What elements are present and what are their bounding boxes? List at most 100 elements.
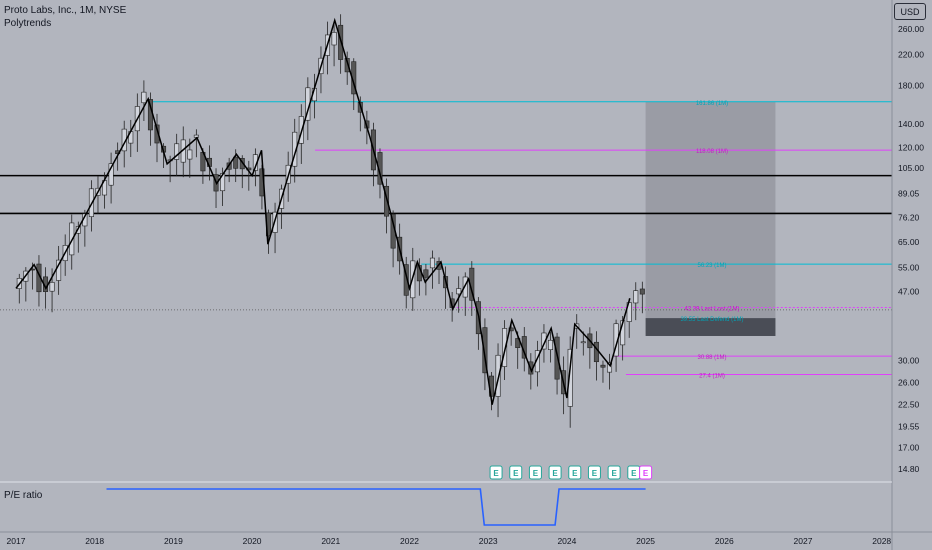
price-axis-bg bbox=[892, 0, 932, 550]
pe-ratio-panel: 2,000.0000.000-50.000 bbox=[106, 480, 929, 532]
earnings-marker: E bbox=[493, 469, 499, 478]
x-tick-label: 2022 bbox=[400, 536, 419, 546]
loss-zone bbox=[645, 318, 776, 336]
candle bbox=[36, 255, 42, 307]
candle bbox=[16, 273, 22, 304]
polytrend-zigzag bbox=[15, 17, 631, 405]
earnings-marker-bg bbox=[639, 465, 653, 480]
candle-body bbox=[141, 91, 147, 104]
earnings-marker-bg bbox=[607, 465, 621, 480]
position-box bbox=[645, 101, 776, 336]
x-tick-label: 2028 bbox=[872, 536, 891, 546]
earnings-marker-bg bbox=[568, 465, 582, 480]
earnings-marker: E bbox=[513, 469, 519, 478]
x-tick-label: 2021 bbox=[321, 536, 340, 546]
candle-body bbox=[607, 362, 613, 373]
currency-button[interactable]: USD bbox=[894, 3, 926, 20]
candle bbox=[187, 138, 193, 178]
candle bbox=[639, 281, 645, 314]
candle-body bbox=[187, 149, 193, 160]
fib-level-label: 161.86 (1M) bbox=[696, 101, 728, 107]
candle-body bbox=[384, 185, 390, 217]
candle bbox=[23, 267, 29, 302]
candle-body bbox=[403, 264, 409, 296]
candle bbox=[384, 178, 390, 234]
candle-body bbox=[429, 257, 435, 269]
candles bbox=[16, 14, 645, 428]
candle-body bbox=[423, 269, 429, 278]
earnings-marker-bg bbox=[528, 465, 542, 480]
candle bbox=[580, 331, 586, 356]
y-tick-label: 17.00 bbox=[898, 443, 920, 453]
candle bbox=[554, 332, 560, 395]
y-tick-label: 19.55 bbox=[898, 421, 920, 431]
x-tick-label: 2019 bbox=[164, 536, 183, 546]
candle-body bbox=[593, 341, 599, 363]
earnings-marker-bg bbox=[509, 465, 523, 480]
candle bbox=[574, 314, 580, 349]
candle bbox=[456, 276, 462, 313]
fib-level-label: 42.39 Last Lost (1M) bbox=[684, 306, 739, 312]
symbol-title: Proto Labs, Inc., 1M, NYSE bbox=[4, 5, 127, 16]
y-tick-label: 76.20 bbox=[898, 212, 920, 222]
chart-legend: Proto Labs, Inc., 1M, NYSE Polytrends bbox=[4, 4, 126, 30]
candle-body bbox=[193, 134, 199, 138]
y-tick-label: 26.00 bbox=[898, 377, 920, 387]
defend-label: 39.55 Last Defend (1M) bbox=[680, 317, 743, 323]
y-tick-label: 140.00 bbox=[898, 119, 924, 129]
candle bbox=[56, 245, 62, 295]
y-tick-label: 14.80 bbox=[898, 464, 920, 474]
x-tick-label: 2027 bbox=[794, 536, 813, 546]
candle-body bbox=[633, 290, 639, 304]
candle-body bbox=[502, 328, 508, 367]
candle-body bbox=[580, 341, 586, 344]
x-tick-label: 2020 bbox=[243, 536, 262, 546]
candle-body bbox=[331, 32, 337, 46]
candle bbox=[607, 353, 613, 390]
x-tick-label: 2025 bbox=[636, 536, 655, 546]
x-tick-label: 2017 bbox=[7, 536, 26, 546]
candle bbox=[213, 168, 219, 209]
candle bbox=[108, 152, 114, 204]
candle-body bbox=[108, 163, 114, 186]
candle-body bbox=[639, 288, 645, 295]
earnings-marker-bg bbox=[489, 465, 503, 480]
earnings-marker-bg bbox=[587, 465, 601, 480]
candle-body bbox=[600, 364, 606, 368]
candle-body bbox=[554, 336, 560, 380]
y-tick-label: 89.05 bbox=[898, 188, 920, 198]
earnings-marker: E bbox=[611, 469, 617, 478]
candle bbox=[593, 331, 599, 381]
y-tick-label: 260.00 bbox=[898, 24, 924, 34]
candle-body bbox=[239, 158, 245, 170]
pe-ratio-label: P/E ratio bbox=[4, 490, 43, 501]
candle-body bbox=[174, 143, 180, 160]
earnings-marker: E bbox=[552, 469, 558, 478]
candle bbox=[403, 256, 409, 309]
candle-body bbox=[344, 58, 350, 73]
earnings-marker: E bbox=[572, 469, 578, 478]
y-tick-label: 120.00 bbox=[898, 143, 924, 153]
y-tick-label: 65.00 bbox=[898, 237, 920, 247]
candle bbox=[423, 264, 429, 296]
candle bbox=[331, 23, 337, 67]
candle bbox=[141, 80, 147, 122]
candle bbox=[193, 129, 199, 158]
y-tick-label: 22.50 bbox=[898, 400, 920, 410]
candle bbox=[128, 119, 134, 158]
candle-body bbox=[495, 354, 501, 397]
y-tick-label: 180.00 bbox=[898, 80, 924, 90]
candle bbox=[534, 340, 540, 387]
earnings-marker: E bbox=[533, 469, 539, 478]
earnings-marker: E bbox=[631, 469, 637, 478]
x-tick-label: 2018 bbox=[85, 536, 104, 546]
fib-level-label: 56.23 (1M) bbox=[697, 263, 726, 269]
candle-body bbox=[482, 327, 488, 374]
earnings-marker: E bbox=[592, 469, 598, 478]
x-tick-label: 2026 bbox=[715, 536, 734, 546]
candle bbox=[69, 214, 75, 270]
y-tick-label: 220.00 bbox=[898, 50, 924, 60]
earnings-marker-bg bbox=[548, 465, 562, 480]
